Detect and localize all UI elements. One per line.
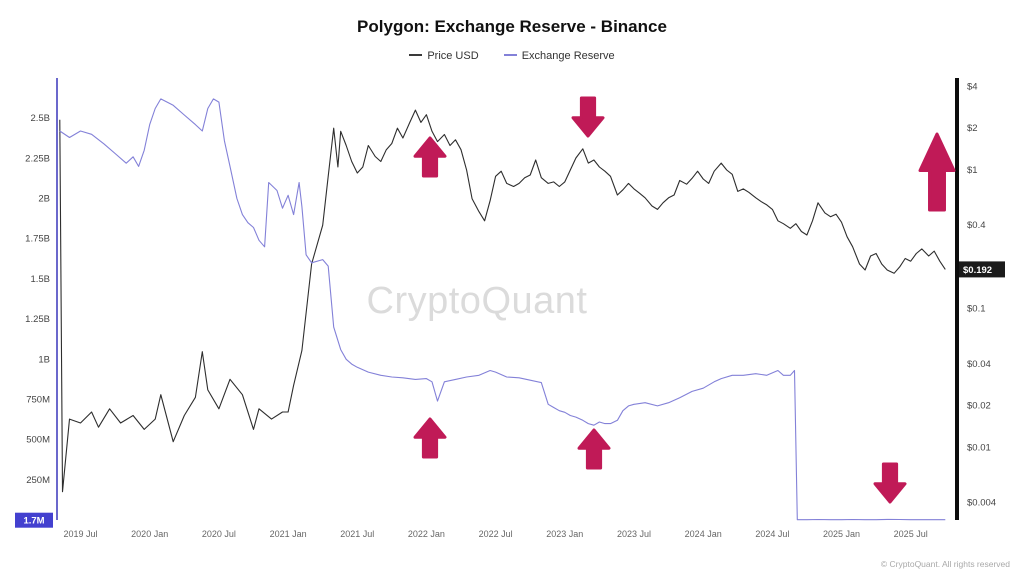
up-arrow-annotation: [413, 417, 447, 459]
x-tick-label: 2022 Jul: [479, 529, 513, 539]
left-tick-label: 2B: [38, 194, 50, 205]
right-tick-label: $0.01: [967, 443, 991, 454]
x-tick-label: 2024 Jul: [755, 529, 789, 539]
chart-title: Polygon: Exchange Reserve - Binance: [357, 17, 667, 36]
down-arrow-annotation: [571, 96, 605, 138]
left-tick-label: 1.75B: [25, 234, 50, 245]
right-axis-labels: $0.004 $0.01 $0.02 $0.04 $0.1 $0.4 $1 $2 $4: [967, 81, 996, 508]
x-tick-label: 2024 Jan: [685, 529, 722, 539]
right-tick-label: $0.02: [967, 401, 991, 412]
left-axis-labels: 250M 500M 750M 1B 1.25B 1.5B 1.75B 2B 2.25B 2.5B: [25, 113, 50, 486]
x-tick-label: 2022 Jan: [408, 529, 445, 539]
reserve-current-tag: 1.7M: [15, 512, 53, 528]
left-tick-label: 500M: [26, 435, 50, 446]
right-tick-label: $4: [967, 81, 978, 92]
right-tick-label: $0.004: [967, 498, 996, 509]
reserve-series-line: [59, 98, 946, 521]
price-usd-swatch: [409, 54, 423, 57]
left-tick-label: 1B: [38, 354, 50, 365]
right-tick-label: $2: [967, 123, 978, 134]
x-tick-label: 2021 Jan: [270, 529, 307, 539]
up-arrow-annotation: [413, 136, 447, 178]
right-tick-label: $0.4: [967, 220, 986, 231]
annotation-arrows: [413, 96, 956, 504]
left-tick-label: 750M: [26, 395, 50, 406]
left-tick-label: 1.25B: [25, 314, 50, 325]
right-tick-label: $1: [967, 165, 978, 176]
price-series-line: [59, 109, 946, 493]
x-tick-label: 2025 Jul: [894, 529, 928, 539]
up-arrow-annotation: [577, 428, 611, 470]
x-tick-label: 2023 Jan: [546, 529, 583, 539]
left-tick-label: 2.5B: [30, 113, 50, 124]
reserve-current-value: 1.7M: [23, 516, 44, 527]
x-axis-labels: 2019 Jul 2020 Jan 2020 Jul 2021 Jan 2021 Jul…: [63, 529, 927, 539]
up-arrow-annotation: [918, 132, 956, 212]
left-tick-label: 250M: [26, 475, 50, 486]
price-current-tag: $0.192: [959, 261, 1005, 278]
x-tick-label: 2019 Jul: [63, 529, 97, 539]
x-tick-label: 2023 Jul: [617, 529, 651, 539]
legend-label-exchange-reserve: Exchange Reserve: [521, 50, 615, 62]
legend: Price USD Exchange Reserve: [0, 50, 1024, 62]
legend-item-exchange-reserve[interactable]: Exchange Reserve: [503, 50, 615, 62]
x-tick-label: 2025 Jan: [823, 529, 860, 539]
left-tick-label: 2.25B: [25, 153, 50, 164]
copyright-text: © CryptoQuant. All rights reserved: [880, 559, 1010, 569]
legend-label-price-usd: Price USD: [427, 50, 479, 62]
price-current-value: $0.192: [963, 265, 992, 276]
cryptoquant-watermark: CryptoQuant: [366, 280, 588, 322]
x-tick-label: 2020 Jan: [131, 529, 168, 539]
right-tick-label: $0.1: [967, 304, 986, 315]
exchange-reserve-swatch: [503, 54, 517, 57]
right-tick-label: $0.04: [967, 359, 991, 370]
left-tick-label: 1.5B: [30, 274, 50, 285]
x-tick-label: 2021 Jul: [340, 529, 374, 539]
legend-item-price-usd[interactable]: Price USD: [409, 50, 481, 62]
x-tick-label: 2020 Jul: [202, 529, 236, 539]
down-arrow-annotation: [873, 462, 907, 504]
